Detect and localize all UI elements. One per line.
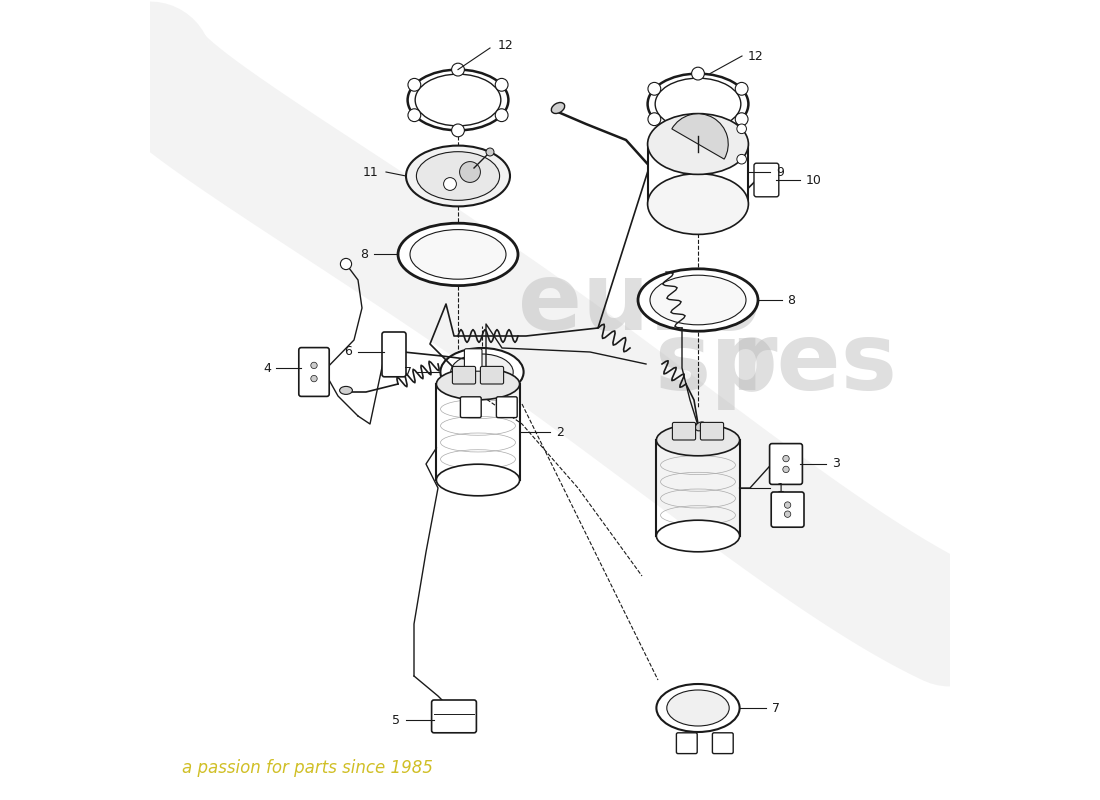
FancyBboxPatch shape	[481, 366, 504, 384]
Circle shape	[648, 82, 661, 95]
Circle shape	[783, 455, 789, 462]
FancyBboxPatch shape	[464, 349, 482, 371]
FancyBboxPatch shape	[461, 397, 481, 418]
Ellipse shape	[657, 520, 739, 552]
Circle shape	[735, 113, 748, 126]
FancyBboxPatch shape	[770, 443, 802, 484]
Ellipse shape	[667, 690, 729, 726]
Text: 7: 7	[404, 366, 411, 378]
Circle shape	[452, 124, 464, 137]
FancyBboxPatch shape	[676, 733, 697, 754]
Circle shape	[784, 502, 791, 508]
FancyBboxPatch shape	[713, 733, 734, 754]
Ellipse shape	[440, 348, 524, 396]
Ellipse shape	[437, 464, 519, 496]
Text: 10: 10	[806, 174, 822, 186]
Ellipse shape	[398, 223, 518, 286]
Text: 5: 5	[393, 714, 400, 726]
Ellipse shape	[417, 152, 499, 200]
Ellipse shape	[410, 230, 506, 279]
Circle shape	[408, 78, 421, 91]
Circle shape	[737, 124, 747, 134]
Circle shape	[783, 466, 789, 473]
Text: 6: 6	[344, 346, 352, 358]
Circle shape	[737, 154, 747, 164]
Circle shape	[408, 109, 421, 122]
Ellipse shape	[648, 114, 748, 174]
Text: res: res	[730, 318, 896, 410]
Circle shape	[443, 178, 456, 190]
Ellipse shape	[695, 422, 705, 431]
Ellipse shape	[648, 174, 748, 234]
Circle shape	[460, 162, 481, 182]
Ellipse shape	[551, 102, 564, 114]
Ellipse shape	[340, 386, 352, 394]
Circle shape	[311, 362, 317, 369]
FancyBboxPatch shape	[382, 332, 406, 377]
Text: 11: 11	[362, 166, 378, 178]
FancyBboxPatch shape	[496, 397, 517, 418]
Circle shape	[495, 78, 508, 91]
Text: 12: 12	[498, 39, 514, 52]
Ellipse shape	[657, 424, 739, 456]
Text: 1: 1	[777, 482, 784, 494]
Text: 12: 12	[748, 50, 763, 62]
Circle shape	[452, 63, 464, 76]
Text: 7: 7	[771, 702, 780, 714]
Circle shape	[311, 375, 317, 382]
Text: 3: 3	[832, 458, 839, 470]
FancyBboxPatch shape	[672, 422, 695, 440]
Circle shape	[340, 258, 352, 270]
Ellipse shape	[451, 354, 514, 390]
Circle shape	[692, 128, 704, 141]
Text: 9: 9	[777, 166, 784, 178]
FancyBboxPatch shape	[701, 422, 724, 440]
Ellipse shape	[437, 368, 519, 400]
Text: a passion for parts since 1985: a passion for parts since 1985	[182, 759, 433, 777]
Text: 8: 8	[361, 248, 368, 261]
Text: 4: 4	[263, 362, 271, 374]
Ellipse shape	[406, 146, 510, 206]
Circle shape	[486, 148, 494, 156]
Ellipse shape	[638, 269, 758, 331]
FancyBboxPatch shape	[754, 163, 779, 197]
Circle shape	[692, 67, 704, 80]
Circle shape	[735, 82, 748, 95]
Text: euro: euro	[518, 258, 761, 350]
Ellipse shape	[657, 684, 739, 732]
Circle shape	[648, 113, 661, 126]
FancyBboxPatch shape	[452, 366, 475, 384]
FancyBboxPatch shape	[299, 347, 329, 396]
Text: 2: 2	[557, 426, 564, 438]
Circle shape	[784, 511, 791, 518]
Ellipse shape	[650, 275, 746, 325]
Wedge shape	[672, 114, 728, 159]
FancyBboxPatch shape	[431, 700, 476, 733]
FancyBboxPatch shape	[771, 492, 804, 527]
Text: sp: sp	[654, 318, 778, 410]
Circle shape	[495, 109, 508, 122]
Text: 8: 8	[788, 294, 795, 306]
